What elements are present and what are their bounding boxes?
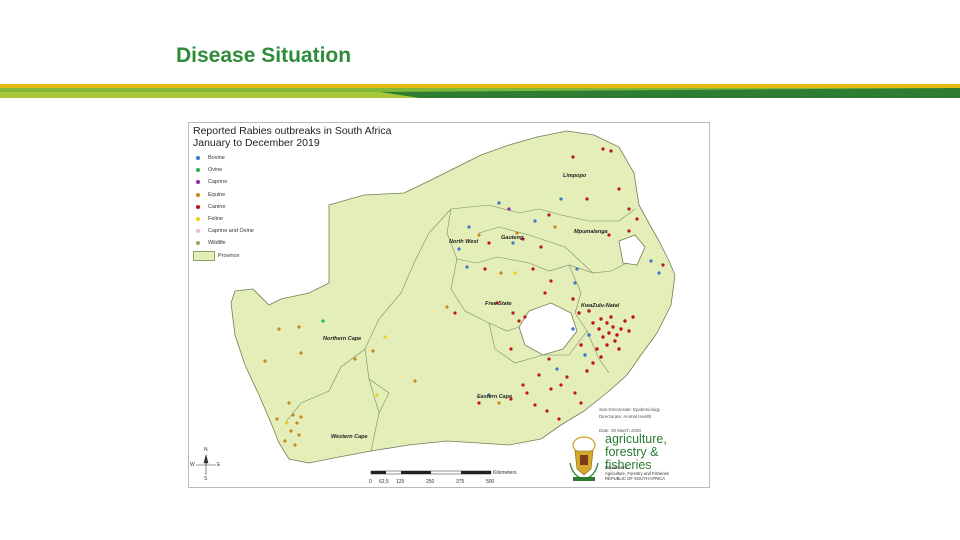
logo-sub3: REPUBLIC OF SOUTH AFRICA bbox=[605, 476, 666, 481]
province-label: Free State bbox=[485, 301, 512, 307]
map-credits: Sub-Directorate: Epidemiology Directorat… bbox=[599, 406, 660, 434]
logo-sub2: Agriculture, Forestry and Fisheries bbox=[605, 470, 669, 476]
legend-dot bbox=[196, 217, 200, 222]
legend-item: Canine bbox=[193, 201, 254, 213]
credit-line: Sub-Directorate: Epidemiology bbox=[599, 407, 661, 412]
map-title: Reported Rabies outbreaks in South Afric… bbox=[193, 125, 391, 149]
scale-tick-label: 500 bbox=[486, 479, 495, 485]
dept-logo-text: agriculture, forestry & fisheries bbox=[605, 433, 707, 472]
compass-n: N bbox=[204, 447, 208, 453]
legend-dot bbox=[196, 241, 200, 246]
credit-line: Date: 30 March 2020 bbox=[599, 428, 642, 433]
logo-line1: agriculture, bbox=[605, 432, 667, 446]
province-label: Western Cape bbox=[331, 434, 368, 440]
header-band bbox=[0, 84, 960, 98]
legend-item: Ovine bbox=[193, 164, 254, 176]
province-label: North West bbox=[449, 239, 479, 245]
legend-label: Caprine and Ovine bbox=[208, 228, 254, 235]
legend-item: Caprine and Ovine bbox=[193, 225, 254, 237]
scale-tick-label: 250 bbox=[426, 479, 435, 485]
legend-item: Bovine bbox=[193, 152, 254, 164]
logo-line2: forestry & fisheries bbox=[605, 445, 659, 472]
legend-label: Equine bbox=[208, 191, 226, 198]
legend-label: Ovine bbox=[208, 167, 223, 174]
lesotho-outline bbox=[518, 302, 578, 356]
scale-unit: Kilometers bbox=[493, 470, 517, 476]
province-label: Eastern Cape bbox=[477, 394, 513, 400]
dept-logo: agriculture, forestry & fisheries Depart… bbox=[567, 433, 707, 485]
eswatini-outline bbox=[618, 234, 646, 266]
legend-item: Wildlife bbox=[193, 237, 254, 249]
province-label: KwaZulu-Natal bbox=[581, 303, 620, 309]
legend-item: Feline bbox=[193, 213, 254, 225]
province-label: Gauteng bbox=[501, 235, 524, 241]
legend-dot bbox=[196, 168, 200, 173]
dept-logo-subtext: Department: Agriculture, Forestry and Fi… bbox=[605, 465, 669, 482]
province-label: Limpopo bbox=[563, 173, 587, 179]
province-label: Northern Cape bbox=[323, 336, 362, 342]
legend-dot bbox=[196, 204, 200, 209]
scale-tick-label: 375 bbox=[456, 479, 465, 485]
map-title-line1: Reported Rabies outbreaks in South Afric… bbox=[193, 125, 392, 137]
legend-dot bbox=[196, 192, 200, 197]
legend-label: Wildlife bbox=[208, 240, 226, 247]
compass-rose bbox=[196, 454, 216, 475]
compass-s: S bbox=[204, 476, 208, 482]
legend-item: Province bbox=[193, 250, 254, 262]
map-title-line2: January to December 2019 bbox=[193, 137, 320, 149]
legend-dot bbox=[196, 156, 200, 161]
scale-tick-label: 125 bbox=[396, 479, 405, 485]
legend-dot bbox=[196, 229, 200, 234]
map-legend: Bovine Ovine Caprine Equine Canine Felin… bbox=[193, 152, 254, 262]
legend-label: Caprine bbox=[208, 179, 228, 186]
compass-w: W bbox=[190, 462, 195, 468]
legend-label: Province bbox=[218, 252, 240, 259]
legend-dot bbox=[196, 180, 200, 185]
legend-label: Feline bbox=[208, 216, 223, 223]
scale-tick-label: 62,5 bbox=[379, 479, 389, 485]
compass-e: E bbox=[217, 462, 221, 468]
legend-label: Canine bbox=[208, 203, 226, 210]
south-africa-outline bbox=[230, 130, 676, 464]
credit-line: Directorate: Animal Health bbox=[599, 414, 652, 419]
slide-title: Disease Situation bbox=[176, 44, 352, 67]
legend-item: Equine bbox=[193, 189, 254, 201]
rabies-outbreak-map: Reported Rabies outbreaks in South Afric… bbox=[188, 122, 710, 488]
legend-item: Caprine bbox=[193, 176, 254, 188]
logo-sub1: Department: bbox=[605, 465, 629, 470]
coat-of-arms-icon bbox=[569, 436, 599, 481]
outbreak-points bbox=[263, 147, 665, 447]
legend-label: Bovine bbox=[208, 155, 225, 162]
province-swatch bbox=[193, 250, 215, 261]
province-borders bbox=[284, 204, 636, 452]
scale-tick-label: 0 bbox=[369, 479, 372, 485]
province-label: Mpumalanga bbox=[574, 229, 608, 235]
scale-bar bbox=[370, 470, 492, 475]
credit-line bbox=[599, 420, 660, 427]
